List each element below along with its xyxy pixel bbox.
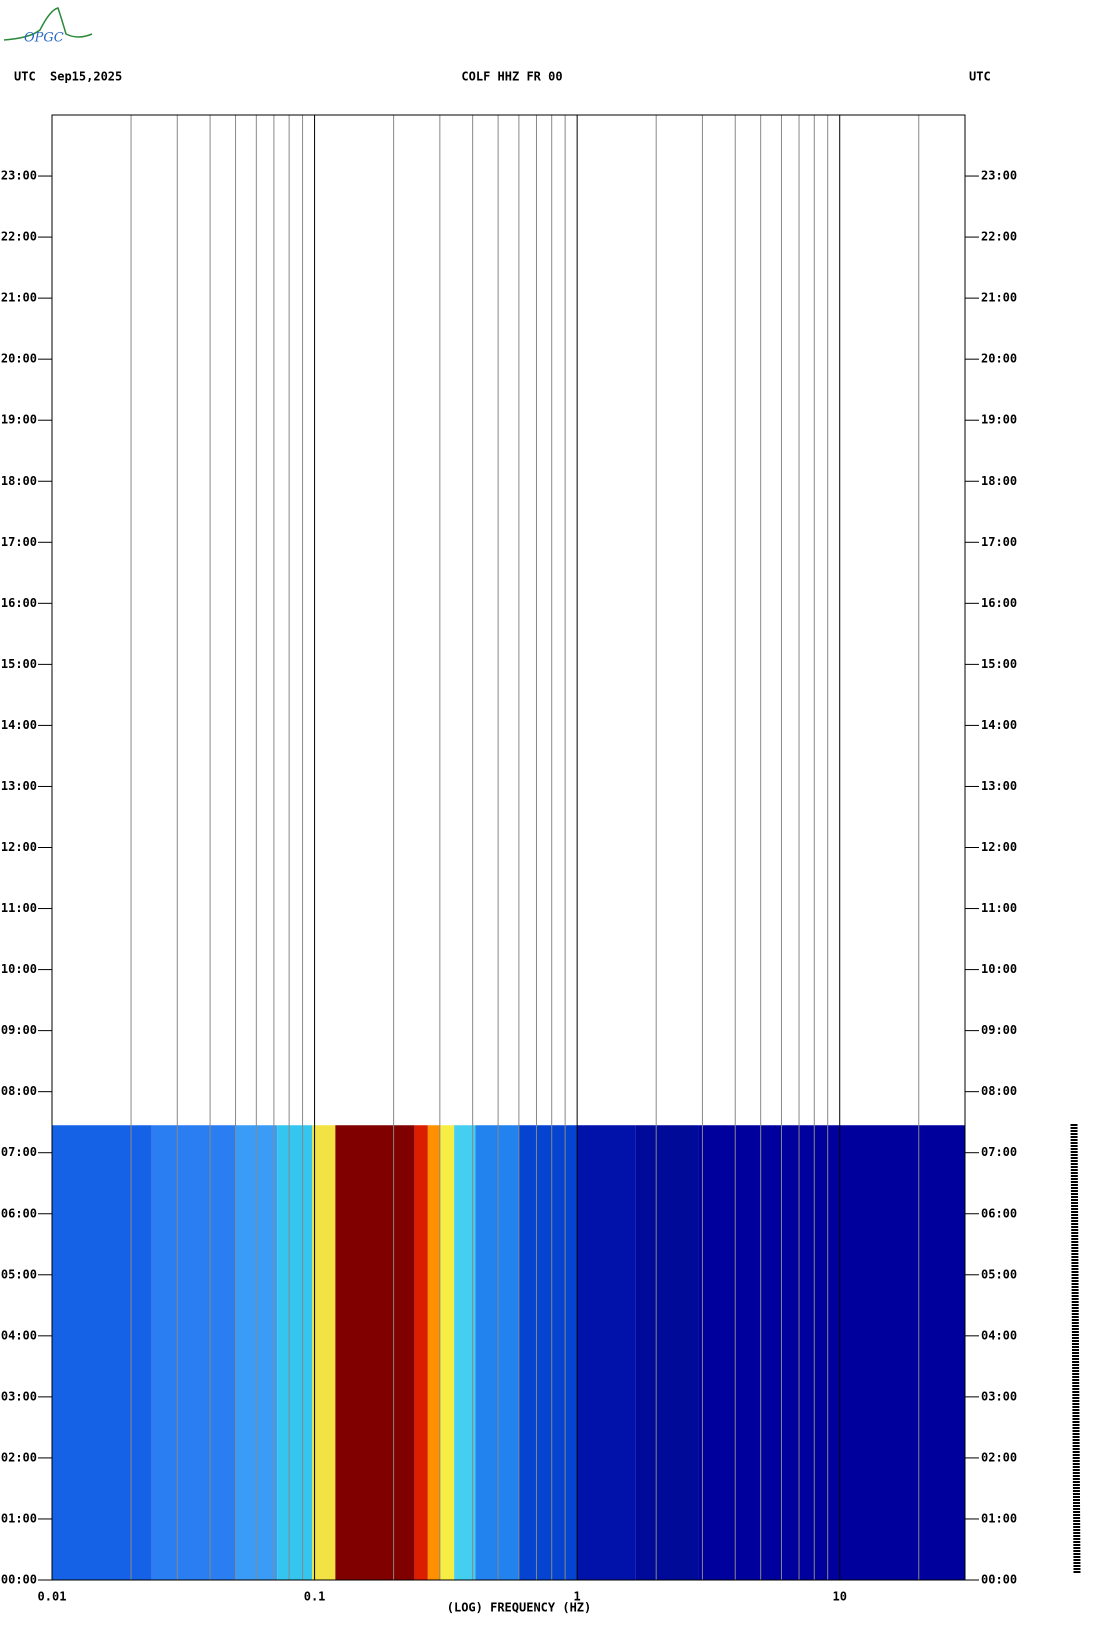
y-tick-label: 20:00 (981, 352, 1017, 366)
y-tick-label: 12:00 (1, 840, 37, 854)
y-tick-label: 15:00 (1, 657, 37, 671)
y-tick-label: 04:00 (1, 1328, 37, 1342)
y-tick-label: 13:00 (981, 779, 1017, 793)
spectrogram-band (518, 1125, 578, 1580)
y-tick-label: 17:00 (981, 535, 1017, 549)
plot-frame (51, 114, 966, 1581)
spectrogram-band (577, 1125, 636, 1580)
x-tick-label: 0.1 (304, 1590, 326, 1604)
y-tick-label: 11:00 (981, 901, 1017, 915)
y-tick-label: 13:00 (1, 779, 37, 793)
y-tick-label: 08:00 (1, 1084, 37, 1098)
spectrogram-band (151, 1125, 236, 1580)
spectrogram-band (335, 1125, 415, 1580)
y-tick-label: 05:00 (1, 1267, 37, 1281)
y-tick-label: 03:00 (981, 1389, 1017, 1403)
x-axis-label: (LOG) FREQUENCY (HZ) (447, 1601, 592, 1615)
logo-text: OPGC (24, 31, 64, 46)
x-tick-label: 0.01 (38, 1590, 67, 1604)
trace (1070, 1123, 1081, 1575)
y-tick-label: 14:00 (981, 718, 1017, 732)
date: Sep15,2025 (50, 70, 122, 84)
y-tick-label: 14:00 (1, 718, 37, 732)
left-unit: UTC (14, 70, 36, 84)
spectrogram-band (52, 1125, 152, 1580)
y-tick-label: 18:00 (981, 474, 1017, 488)
y-tick-label: 23:00 (981, 169, 1017, 183)
y-tick-label: 07:00 (981, 1145, 1017, 1159)
y-tick-label: 19:00 (981, 413, 1017, 427)
y-tick-label: 16:00 (981, 596, 1017, 610)
y-tick-label: 18:00 (1, 474, 37, 488)
y-tick-label: 07:00 (1, 1145, 37, 1159)
spectrogram-band (454, 1125, 476, 1580)
y-tick-label: 17:00 (1, 535, 37, 549)
spectrogram-band (414, 1125, 428, 1580)
y-tick-label: 01:00 (981, 1511, 1017, 1525)
y-tick-label: 22:00 (981, 230, 1017, 244)
chart-title: COLF HHZ FR 00 (461, 70, 562, 84)
x-tick-label: 1 (574, 1590, 581, 1604)
y-tick-label: 06:00 (1, 1206, 37, 1220)
y-tick-label: 11:00 (1, 901, 37, 915)
spectrogram-band (277, 1125, 313, 1580)
spectrogram-band (312, 1125, 336, 1580)
x-tick-label: 10 (832, 1590, 846, 1604)
y-tick-label: 06:00 (981, 1206, 1017, 1220)
y-tick-label: 01:00 (1, 1511, 37, 1525)
spectrogram-band (439, 1125, 455, 1580)
right-unit: UTC (969, 70, 991, 84)
y-tick-label: 10:00 (1, 962, 37, 976)
y-tick-label: 09:00 (981, 1023, 1017, 1037)
y-tick-label: 09:00 (1, 1023, 37, 1037)
y-tick-label: 00:00 (1, 1573, 37, 1587)
y-tick-label: 21:00 (981, 291, 1017, 305)
y-tick-label: 02:00 (981, 1450, 1017, 1464)
y-tick-label: 04:00 (981, 1328, 1017, 1342)
y-tick-label: 02:00 (1, 1450, 37, 1464)
y-tick-label: 21:00 (1, 291, 37, 305)
y-tick-label: 16:00 (1, 596, 37, 610)
y-tick-label: 22:00 (1, 230, 37, 244)
y-tick-label: 15:00 (981, 657, 1017, 671)
logo: OPGC (3, 7, 93, 46)
spectrogram-band (635, 1125, 699, 1580)
spectrogram-band (475, 1125, 519, 1580)
y-tick-label: 03:00 (1, 1389, 37, 1403)
y-tick-label: 08:00 (981, 1084, 1017, 1098)
y-tick-label: 19:00 (1, 413, 37, 427)
y-tick-label: 20:00 (1, 352, 37, 366)
y-tick-label: 23:00 (1, 169, 37, 183)
y-tick-label: 00:00 (981, 1573, 1017, 1587)
spectrogram-band (427, 1125, 440, 1580)
y-tick-label: 10:00 (981, 962, 1017, 976)
y-tick-label: 12:00 (981, 840, 1017, 854)
y-tick-label: 05:00 (981, 1267, 1017, 1281)
spectrogram-band (698, 1125, 965, 1580)
